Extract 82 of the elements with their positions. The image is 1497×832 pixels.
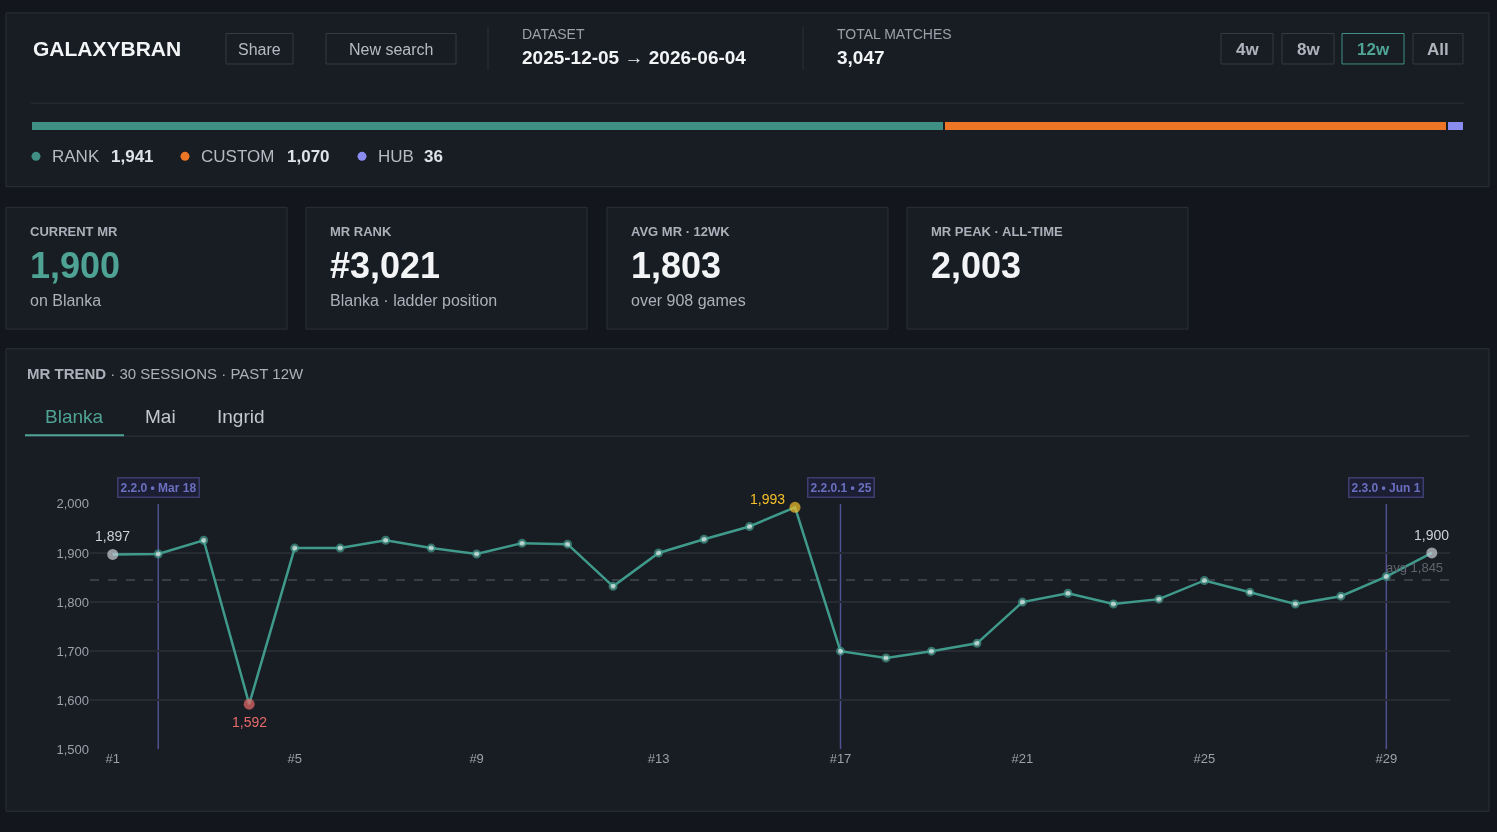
- text: 1,941: [111, 147, 154, 166]
- legend-label: HUB: [378, 147, 414, 166]
- x-tick-label: #29: [1375, 751, 1398, 767]
- text: 8w: [1297, 40, 1321, 59]
- ref-line-label: 2.3.0 • Jun 1: [1351, 480, 1421, 495]
- y-tick-label: 1,500: [56, 741, 89, 757]
- point: [608, 581, 618, 591]
- chart-title: MR TREND: [27, 365, 107, 382]
- x-tick-label: #1: [105, 751, 120, 767]
- text: MR PEAK · ALL-TIME: [931, 224, 1063, 239]
- text: 1,803: [631, 245, 722, 286]
- point: [1199, 575, 1209, 585]
- text: 1,070: [287, 147, 330, 166]
- text: 12w: [1357, 40, 1390, 59]
- text: 2025-12-05 → 2026-06-04: [522, 47, 747, 68]
- point: [1063, 588, 1073, 598]
- point: [926, 646, 936, 656]
- point: [107, 548, 119, 560]
- point: [1245, 587, 1255, 597]
- point: [426, 543, 436, 553]
- y-tick-label: 1,600: [56, 692, 89, 708]
- y-tick-label: 2,000: [56, 496, 89, 512]
- y-tick-label: 1,800: [56, 594, 89, 610]
- legend-label: CUSTOM: [201, 147, 275, 166]
- text: 2,003: [931, 245, 1022, 286]
- data-label: 1,592: [232, 714, 268, 730]
- text: Ingrid: [217, 406, 265, 427]
- text: TOTAL MATCHES: [837, 26, 952, 42]
- text: DATASET: [522, 26, 585, 42]
- text: Share: [238, 41, 281, 58]
- text: 36: [424, 147, 443, 166]
- point: [972, 638, 982, 648]
- text: Mai: [145, 406, 176, 427]
- text: Blanka: [45, 406, 104, 427]
- data-label: 1,993: [750, 491, 786, 507]
- point: [472, 549, 482, 559]
- point: [199, 535, 209, 545]
- x-tick-label: #13: [647, 751, 670, 767]
- x-tick-label: #21: [1011, 751, 1034, 767]
- data-label: 1,897: [95, 528, 131, 544]
- point: [1290, 599, 1300, 609]
- point: [381, 535, 391, 545]
- legend-label: RANK: [52, 147, 100, 166]
- x-tick-label: #5: [287, 751, 302, 767]
- ref-line-label: 2.2.0.1 • 25: [810, 480, 872, 495]
- text: All: [1427, 40, 1449, 59]
- point: [243, 698, 255, 710]
- text: AVG MR · 12WK: [631, 224, 731, 239]
- text: over 908 games: [631, 292, 746, 309]
- point: [563, 539, 573, 549]
- text: New search: [349, 41, 434, 58]
- point: [1426, 547, 1438, 559]
- text: MR RANK: [330, 224, 392, 239]
- text: #3,021: [330, 245, 441, 286]
- point: [335, 543, 345, 553]
- text: Blanka · ladder position: [330, 292, 498, 309]
- point: [699, 534, 709, 544]
- point: [881, 653, 891, 663]
- y-tick-label: 1,700: [56, 643, 89, 659]
- data-label: 1,900: [1414, 527, 1450, 543]
- text: 4w: [1236, 40, 1260, 59]
- ref-line-label: 2.2.0 • Mar 18: [120, 480, 197, 495]
- point: [745, 521, 755, 531]
- point: [1154, 594, 1164, 604]
- point: [517, 538, 527, 548]
- text: on Blanka: [30, 292, 102, 309]
- x-tick-label: #9: [469, 751, 484, 767]
- point: [1017, 597, 1027, 607]
- point: [836, 646, 845, 656]
- point: [789, 501, 801, 513]
- point: [654, 548, 664, 558]
- point: [153, 549, 163, 559]
- y-tick-label: 1,900: [56, 545, 89, 561]
- point: [1336, 591, 1346, 601]
- chart-subtitle: · 30 SESSIONS · PAST 12W: [110, 365, 304, 382]
- x-tick-label: #25: [1193, 751, 1216, 767]
- point: [290, 543, 300, 553]
- text: GALAXYBRAN: [33, 37, 182, 60]
- point: [1108, 599, 1118, 609]
- text: 3,047: [837, 47, 885, 68]
- x-tick-label: #17: [829, 751, 852, 767]
- text: CURRENT MR: [30, 224, 118, 239]
